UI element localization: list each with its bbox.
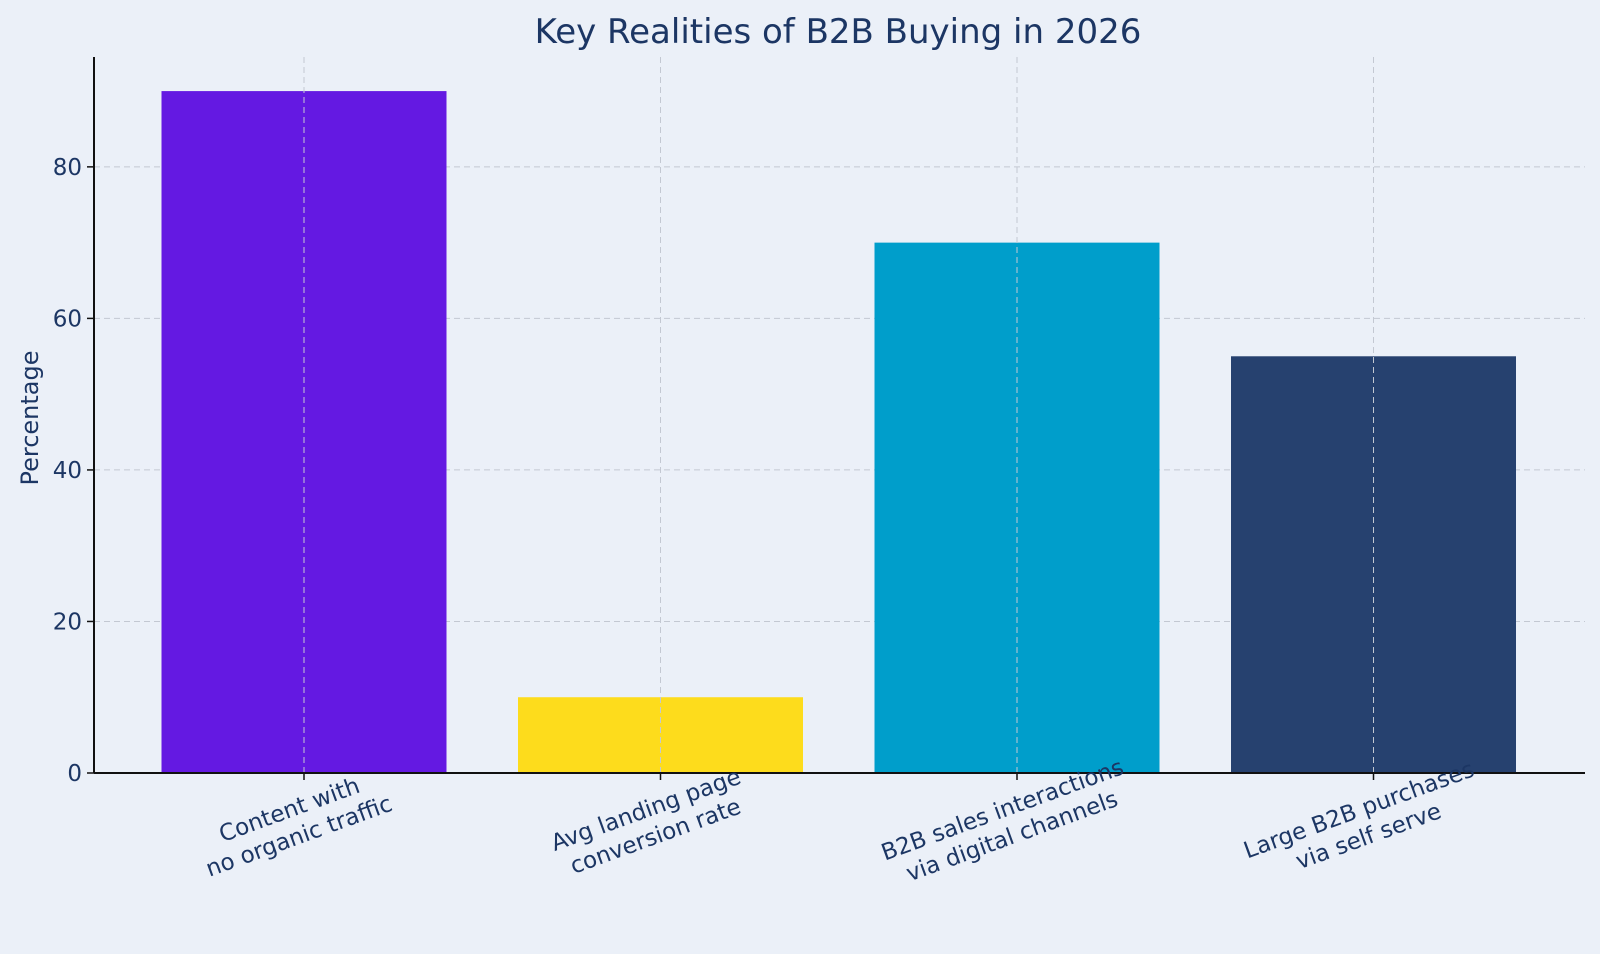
y-tick-label: 60 bbox=[53, 306, 82, 332]
chart-title: Key Realities of B2B Buying in 2026 bbox=[535, 12, 1142, 52]
x-tick-label: Large B2B purchasesvia self serve bbox=[1240, 757, 1487, 891]
y-axis-label: Percentage bbox=[16, 350, 44, 485]
y-tick-label: 80 bbox=[53, 155, 82, 181]
y-tick-label: 20 bbox=[53, 609, 82, 635]
y-tick-label: 40 bbox=[53, 458, 82, 484]
axes bbox=[87, 57, 1585, 780]
y-tick-label: 0 bbox=[67, 761, 82, 787]
x-tick-label: B2B sales interactionsvia digital channe… bbox=[878, 754, 1137, 892]
x-tick-label: Avg landing pageconversion rate bbox=[548, 764, 754, 883]
x-tick-label: Content withno organic traffic bbox=[193, 765, 396, 883]
bar bbox=[1231, 356, 1516, 773]
bars bbox=[161, 57, 1516, 774]
